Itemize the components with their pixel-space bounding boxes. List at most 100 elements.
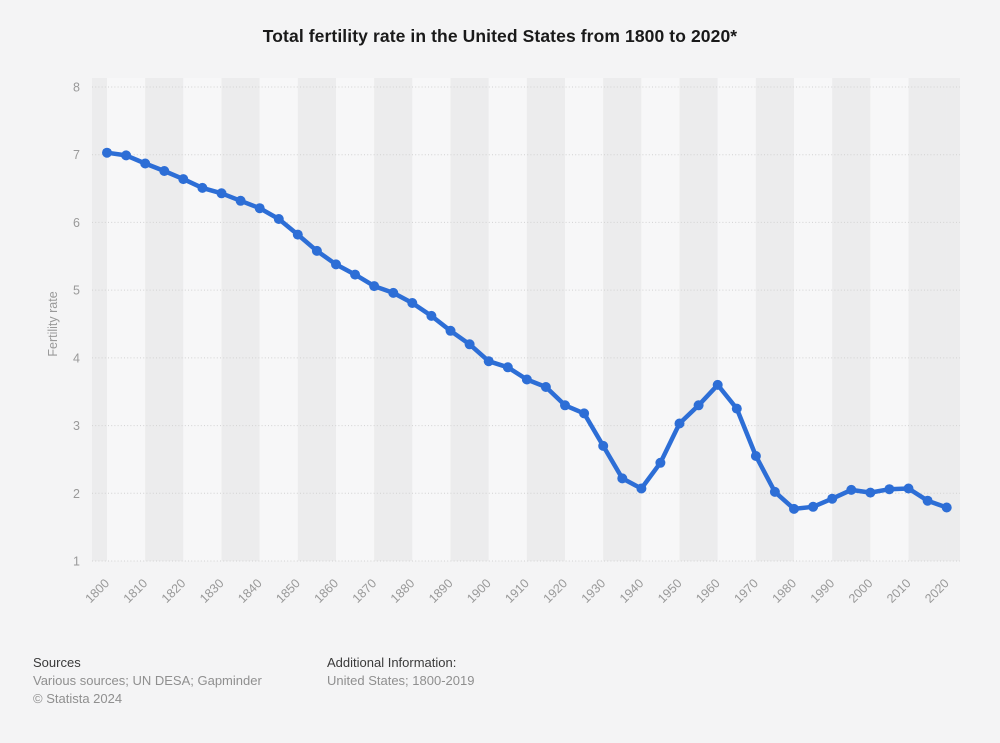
sources-block: Sources Various sources; UN DESA; Gapmin…: [33, 654, 262, 708]
background-stripe: [297, 78, 337, 561]
background-stripe: [336, 78, 375, 561]
data-point[interactable]: [197, 182, 208, 193]
series-markers: [102, 147, 952, 514]
data-point[interactable]: [235, 195, 246, 206]
data-point[interactable]: [598, 440, 609, 451]
y-tick-label: 5: [73, 284, 80, 298]
data-point[interactable]: [827, 493, 838, 504]
x-tick-label: 1990: [808, 576, 838, 606]
additional-info-text: United States; 1800-2019: [327, 673, 475, 688]
data-point[interactable]: [464, 339, 475, 350]
background-stripe: [183, 78, 222, 561]
data-point[interactable]: [121, 150, 132, 161]
background-stripe: [221, 78, 260, 561]
data-point[interactable]: [693, 400, 704, 411]
data-point[interactable]: [388, 287, 399, 298]
data-point[interactable]: [731, 403, 742, 414]
gridlines: [92, 86, 960, 562]
data-point[interactable]: [865, 487, 876, 498]
data-point[interactable]: [331, 259, 341, 270]
sources-text: Various sources; UN DESA; Gapminder: [33, 673, 262, 688]
y-tick-label: 3: [73, 419, 80, 433]
data-point[interactable]: [712, 379, 723, 390]
data-point[interactable]: [922, 495, 933, 506]
data-point[interactable]: [903, 483, 914, 494]
background-stripe: [259, 78, 298, 561]
fertility-line-chart: 1 2 3 4 5 6 7 8 1800 1810 1820 1830 1840 1850 1860 1870…: [46, 78, 960, 606]
additional-info-block: Additional Information: United States; 1…: [327, 654, 474, 690]
y-axis-labels: 1 2 3 4 5 6 7 8: [73, 81, 80, 569]
x-tick-label: 1920: [541, 576, 571, 606]
data-point[interactable]: [445, 325, 456, 336]
background-stripe: [679, 78, 718, 561]
y-axis-title: Fertility rate: [46, 291, 60, 356]
additional-info-heading: Additional Information:: [327, 655, 457, 670]
data-point[interactable]: [560, 400, 570, 411]
data-point[interactable]: [846, 484, 857, 495]
data-point[interactable]: [579, 408, 590, 419]
data-point[interactable]: [292, 229, 303, 240]
x-axis-labels: 1800 1810 1820 1830 1840 1850 1860 1870 1880 1890…: [83, 576, 952, 606]
y-tick-label: 1: [73, 555, 80, 569]
data-point[interactable]: [636, 483, 647, 494]
data-point[interactable]: [159, 166, 170, 176]
data-point[interactable]: [140, 158, 151, 169]
x-tick-label: 1810: [121, 576, 151, 606]
data-point[interactable]: [369, 281, 380, 292]
data-point[interactable]: [273, 214, 284, 224]
x-tick-label: 1930: [579, 576, 609, 606]
x-tick-label: 1860: [312, 576, 342, 606]
background-stripe: [488, 78, 527, 561]
background-stripe: [946, 78, 960, 561]
x-tick-label: 1890: [426, 576, 456, 606]
x-tick-label: 1870: [350, 576, 380, 606]
background-stripe: [832, 78, 871, 561]
y-tick-label: 7: [73, 148, 80, 162]
y-tick-label: 2: [73, 487, 80, 501]
data-point[interactable]: [540, 382, 551, 392]
y-tick-label: 4: [73, 351, 80, 365]
data-point[interactable]: [617, 473, 628, 484]
data-point[interactable]: [426, 310, 437, 321]
x-tick-label: 1830: [197, 576, 227, 606]
x-tick-label: 1800: [83, 576, 113, 606]
data-point[interactable]: [941, 502, 952, 513]
data-point[interactable]: [502, 362, 513, 373]
x-tick-label: 1910: [502, 576, 532, 606]
background-stripe: [603, 78, 642, 561]
y-tick-label: 8: [73, 81, 80, 95]
background-stripe: [526, 78, 566, 561]
data-point[interactable]: [254, 203, 265, 214]
x-tick-label: 1960: [693, 576, 723, 606]
background-stripe: [374, 78, 413, 561]
x-tick-label: 1850: [273, 576, 303, 606]
x-tick-label: 1880: [388, 576, 418, 606]
background-stripe: [717, 78, 756, 561]
data-point[interactable]: [521, 374, 532, 385]
data-point[interactable]: [216, 188, 227, 199]
chart-title: Total fertility rate in the United State…: [262, 26, 738, 46]
data-point[interactable]: [750, 451, 761, 461]
background-stripe: [92, 78, 107, 561]
x-tick-label: 1900: [464, 576, 494, 606]
data-point[interactable]: [350, 269, 361, 280]
x-tick-label: 1940: [617, 576, 647, 606]
data-point[interactable]: [789, 503, 799, 514]
background-stripe: [565, 78, 604, 561]
data-point[interactable]: [655, 457, 666, 468]
data-point[interactable]: [407, 298, 418, 308]
x-tick-label: 2020: [922, 576, 952, 606]
x-tick-label: 1980: [770, 576, 800, 606]
data-point[interactable]: [178, 174, 189, 185]
x-tick-label: 1840: [235, 576, 265, 606]
background-stripe: [908, 78, 947, 561]
x-tick-label: 2010: [884, 576, 914, 606]
data-point[interactable]: [102, 147, 112, 158]
data-point[interactable]: [483, 356, 494, 367]
data-point[interactable]: [311, 245, 322, 256]
data-point[interactable]: [808, 501, 819, 512]
data-point[interactable]: [884, 484, 895, 495]
data-point[interactable]: [769, 486, 780, 497]
data-point[interactable]: [674, 418, 685, 429]
